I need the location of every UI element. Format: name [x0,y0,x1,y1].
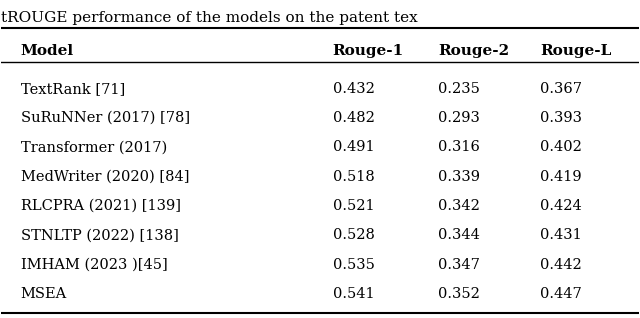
Text: 0.293: 0.293 [438,111,480,125]
Text: MedWriter (2020) [84]: MedWriter (2020) [84] [20,170,189,184]
Text: Transformer (2017): Transformer (2017) [20,141,167,155]
Text: 0.344: 0.344 [438,228,480,242]
Text: MSEA: MSEA [20,287,67,301]
Text: 0.235: 0.235 [438,82,480,96]
Text: SuRuNNer (2017) [78]: SuRuNNer (2017) [78] [20,111,189,125]
Text: 0.352: 0.352 [438,287,480,301]
Text: 0.432: 0.432 [333,82,374,96]
Text: STNLTP (2022) [138]: STNLTP (2022) [138] [20,228,179,242]
Text: tROUGE performance of the models on the patent tex: tROUGE performance of the models on the … [1,11,418,25]
Text: Rouge-2: Rouge-2 [438,44,509,58]
Text: IMHAM (2023 )[45]: IMHAM (2023 )[45] [20,258,167,272]
Text: 0.482: 0.482 [333,111,374,125]
Text: 0.393: 0.393 [540,111,582,125]
Text: 0.402: 0.402 [540,141,582,155]
Text: RLCPRA (2021) [139]: RLCPRA (2021) [139] [20,199,180,213]
Text: 0.521: 0.521 [333,199,374,213]
Text: 0.347: 0.347 [438,258,480,272]
Text: 0.447: 0.447 [540,287,582,301]
Text: 0.424: 0.424 [540,199,582,213]
Text: Rouge-1: Rouge-1 [333,44,404,58]
Text: Rouge-L: Rouge-L [540,44,611,58]
Text: 0.491: 0.491 [333,141,374,155]
Text: 0.541: 0.541 [333,287,374,301]
Text: 0.419: 0.419 [540,170,582,184]
Text: TextRank [71]: TextRank [71] [20,82,125,96]
Text: 0.431: 0.431 [540,228,582,242]
Text: 0.316: 0.316 [438,141,480,155]
Text: 0.339: 0.339 [438,170,480,184]
Text: 0.342: 0.342 [438,199,480,213]
Text: 0.528: 0.528 [333,228,374,242]
Text: 0.535: 0.535 [333,258,374,272]
Text: 0.442: 0.442 [540,258,582,272]
Text: 0.367: 0.367 [540,82,582,96]
Text: 0.518: 0.518 [333,170,374,184]
Text: Model: Model [20,44,74,58]
